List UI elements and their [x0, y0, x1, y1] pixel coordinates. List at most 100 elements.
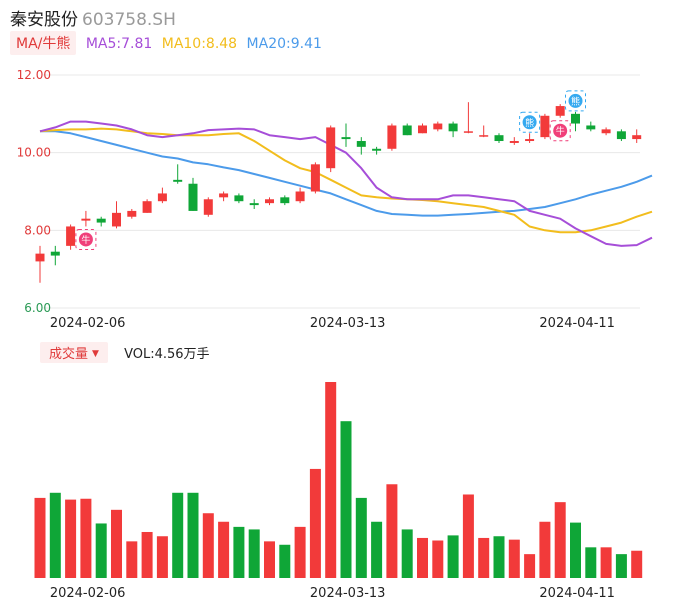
candle-body [310, 164, 320, 192]
candle-body [173, 179, 183, 182]
candle-body [601, 129, 611, 134]
candle [112, 201, 121, 229]
y-tick-label: 6.00 [24, 301, 51, 315]
volume-bar [141, 531, 153, 578]
candle-body [571, 113, 580, 124]
candle-body [234, 195, 244, 202]
candle [509, 137, 519, 145]
candle-body [35, 253, 45, 262]
candle-body [586, 125, 596, 130]
stock-code: 603758.SH [82, 10, 176, 30]
volume-bar [264, 541, 275, 578]
marker-frame [519, 111, 541, 133]
volume-bar [615, 554, 627, 578]
candle-body [632, 135, 642, 140]
candle-body [479, 135, 489, 137]
volume-bar [493, 536, 505, 578]
marker-badge [553, 123, 568, 138]
caret-down-icon: ▼ [92, 349, 99, 359]
candle-body [280, 197, 290, 204]
candle [479, 125, 489, 138]
volume-bar [371, 521, 383, 578]
volume-bar [386, 484, 398, 578]
signal-markers: 牛 熊牛 熊 [75, 90, 586, 250]
candle-body [66, 226, 76, 246]
volume-bar [126, 541, 138, 578]
volume-bar [248, 529, 260, 578]
candle [203, 197, 213, 217]
candle [96, 216, 106, 227]
candle [188, 177, 198, 211]
volume-bar [585, 547, 597, 578]
volume-bar [600, 547, 612, 578]
volume-bar [478, 537, 490, 578]
candle-body [448, 123, 458, 132]
candle-body [265, 199, 274, 204]
candle [127, 208, 137, 219]
candle [448, 121, 458, 138]
candle-body [433, 123, 443, 130]
volume-indicator-button[interactable]: 成交量 ▼ [40, 342, 108, 363]
candle [616, 129, 626, 142]
candle [142, 199, 152, 213]
candle [310, 162, 320, 194]
x-tick-label: 2024-04-11 [539, 586, 615, 601]
volume-bar [65, 499, 77, 578]
candle [326, 125, 336, 173]
candle-body [372, 148, 382, 151]
candle-body [295, 191, 305, 202]
candle [249, 199, 259, 209]
x-tick-label: 2024-04-11 [539, 316, 615, 331]
candle-body [157, 193, 167, 202]
candle [387, 123, 397, 151]
candles [35, 102, 642, 283]
volume-x-axis: 2024-02-06 2024-03-13 2024-04-11 [50, 586, 615, 601]
ma5-label: MA5:7.81 [85, 36, 153, 52]
candle-body [96, 218, 106, 223]
candle [463, 102, 473, 134]
volume-bars [34, 382, 643, 578]
candle [494, 133, 504, 143]
ma-indicator-button[interactable]: MA/牛熊 [10, 31, 77, 55]
bear-marker: 熊 [519, 111, 541, 133]
volume-bar [570, 522, 581, 578]
volume-bar [202, 513, 214, 578]
ma-legend: MA/牛熊 MA5:7.81 MA10:8.48 MA20:9.41 [10, 31, 322, 55]
ma-lines [39, 120, 653, 247]
volume-bar [524, 554, 536, 578]
volume-indicator-label: 成交量 [49, 347, 89, 362]
y-tick-label: 12.00 [17, 68, 51, 82]
ma20-line [40, 130, 653, 217]
volume-bar [340, 421, 352, 578]
candle [402, 123, 412, 136]
volume-bar [554, 502, 566, 578]
volume-bar [187, 492, 199, 578]
volume-bar [172, 492, 184, 578]
candle [372, 146, 382, 155]
marker-frame [75, 228, 97, 250]
ma5-line [39, 120, 653, 247]
volume-bar [233, 526, 245, 578]
candle [555, 104, 565, 118]
candle-body [387, 125, 397, 149]
candle-body [494, 135, 504, 142]
stock-name: 秦安股份 [10, 10, 78, 30]
marker-text: 熊 [525, 117, 534, 129]
volume-bar [539, 521, 551, 578]
x-tick-label: 2024-03-13 [310, 586, 386, 601]
marker-text: 牛 [556, 125, 565, 137]
candle-body [525, 139, 535, 142]
volume-value: VOL:4.56万手 [124, 347, 210, 362]
candle-body [341, 137, 351, 140]
candle-body [463, 131, 473, 133]
marker-badge [78, 232, 93, 247]
volume-legend: 成交量 ▼ VOL:4.56万手 [40, 342, 210, 363]
x-tick-label: 2024-03-13 [310, 316, 386, 331]
volume-bar [279, 544, 291, 578]
candle [571, 111, 580, 132]
candle-body [509, 141, 519, 143]
candle [219, 191, 229, 202]
candle [341, 123, 351, 147]
price-grid [43, 74, 640, 309]
